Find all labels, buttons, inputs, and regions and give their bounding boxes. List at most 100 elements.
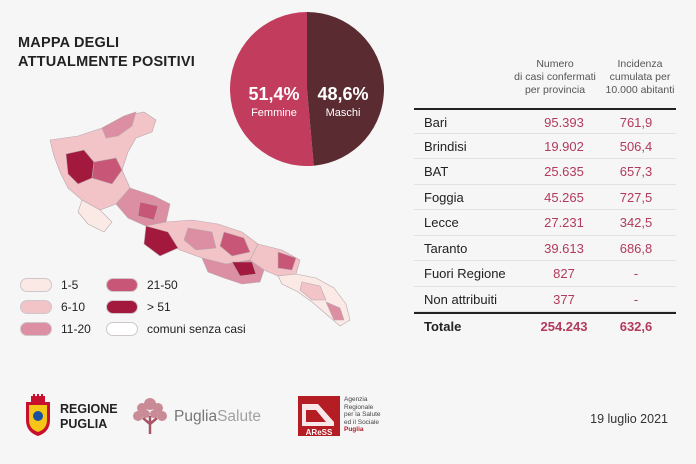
map-area-foggia-south <box>77 199 113 233</box>
total-label: Totale <box>424 319 462 334</box>
legend-item: 1-5 <box>20 278 78 292</box>
header-cases-line: Numero <box>536 58 574 70</box>
aress-desc-accent: Puglia <box>344 426 364 433</box>
legend-item: comuni senza casi <box>106 322 246 336</box>
legend-swatch <box>20 300 52 314</box>
gender-pie-chart <box>230 12 384 166</box>
map-area-gargano <box>101 111 137 139</box>
male-pct: 48,6% <box>317 84 369 104</box>
table-row: Lecce 27.231 342,5 <box>414 210 676 236</box>
legend-label: > 51 <box>147 300 171 314</box>
header-incidence-line: Incidenza <box>617 58 663 70</box>
province-incidence: - <box>633 291 639 307</box>
aress-description: Agenzia Regionale per la Salute ed il So… <box>344 396 404 434</box>
province-incidence: 657,3 <box>619 164 653 179</box>
legend-label: 21-50 <box>147 278 178 292</box>
header-incidence-line: 10.000 abitanti <box>605 84 675 96</box>
puglia-line: PUGLIA <box>60 417 108 431</box>
pie-slice-male <box>307 12 384 166</box>
legend-swatch <box>20 322 52 336</box>
map-area-bat-dark <box>137 201 159 221</box>
puglia-salute-tree-icon <box>133 398 167 434</box>
regione-line: REGIONE <box>60 402 118 416</box>
female-pct: 51,4% <box>248 84 300 104</box>
province-table: Bari 95.393 761,9 Brindisi 19.902 506,4 … <box>414 108 676 338</box>
aress-desc-line: Agenzia <box>344 396 368 403</box>
female-text: Femmine <box>251 107 297 119</box>
legend-item: 11-20 <box>20 322 91 336</box>
aress-desc-line: ed il Sociale <box>344 418 380 426</box>
province-cases: 45.265 <box>544 189 584 205</box>
legend-swatch <box>20 278 52 292</box>
map-area-bari-east <box>219 231 251 257</box>
province-cases: 827 <box>553 266 575 281</box>
title-line-2: ATTUALMENTE POSITIVI <box>18 54 195 70</box>
province-cases: 39.613 <box>544 240 584 256</box>
map-legend: 1-5 6-10 11-20 21-50 > 51 comuni senza c… <box>20 276 280 340</box>
legend-label: comuni senza casi <box>147 322 246 336</box>
map-area-bari-west <box>143 225 179 257</box>
map-area-lecce-mid <box>299 281 327 301</box>
header-cases: Numero di casi confermati per provincia <box>500 58 610 97</box>
header-incidence-line: cumulata per <box>609 71 671 83</box>
legend-label: 11-20 <box>61 322 91 336</box>
header-cases-line: per provincia <box>524 84 586 96</box>
table-total-row: Totale 254.243 632,6 <box>414 312 676 338</box>
province-incidence: 342,5 <box>619 215 653 230</box>
map-area-lecce-south <box>325 301 345 321</box>
title-line-1: MAPPA DEGLI <box>18 35 120 51</box>
report-date: 19 luglio 2021 <box>590 412 668 426</box>
legend-item: 21-50 <box>106 278 178 292</box>
aress-logo-icon <box>298 396 340 436</box>
aress-name: AReSS <box>305 428 333 437</box>
province-cases: 25.635 <box>544 164 584 179</box>
table-row: Fuori Regione 827 - <box>414 261 676 287</box>
female-label: 51,4% Femmine <box>236 84 312 119</box>
legend-swatch <box>106 322 138 336</box>
regione-puglia-name: REGIONE PUGLIA <box>60 402 118 432</box>
legend-item: 6-10 <box>20 300 85 314</box>
province-cases: 377 <box>553 291 575 307</box>
table-row: Non attribuiti 377 - <box>414 287 676 312</box>
province-name: Bari <box>424 115 448 130</box>
map-area-brindisi-dark <box>277 251 297 271</box>
map-area-foggia-mid <box>91 157 123 185</box>
province-incidence: 727,5 <box>619 189 653 205</box>
map-area-taranto-dark <box>231 261 257 277</box>
table-row: Taranto 39.613 686,8 <box>414 236 676 261</box>
province-incidence: 761,9 <box>619 115 653 130</box>
legend-item: > 51 <box>106 300 171 314</box>
map-area-bari-center <box>183 227 217 251</box>
province-incidence: - <box>633 266 639 281</box>
table-row: Foggia 45.265 727,5 <box>414 185 676 210</box>
puglia-salute-logo-text: PugliaSalute <box>174 408 261 426</box>
province-name: Fuori Regione <box>424 266 506 281</box>
province-name: Foggia <box>424 189 464 205</box>
province-name: BAT <box>424 164 449 179</box>
total-incidence: 632,6 <box>619 319 653 334</box>
male-label: 48,6% Maschi <box>306 84 380 119</box>
page-title: MAPPA DEGLI ATTUALMENTE POSITIVI <box>18 34 238 72</box>
province-name: Taranto <box>424 240 468 256</box>
header-cases-line: di casi confermati <box>514 71 596 83</box>
legend-label: 6-10 <box>61 300 86 314</box>
table-row: BAT 25.635 657,3 <box>414 159 676 185</box>
province-cases: 19.902 <box>544 138 584 154</box>
male-text: Maschi <box>325 107 361 119</box>
total-cases: 254.243 <box>540 319 588 334</box>
legend-label: 1-5 <box>61 278 79 292</box>
legend-swatch <box>106 278 138 292</box>
legend-swatch <box>106 300 138 314</box>
province-incidence: 506,4 <box>619 138 653 154</box>
province-cases: 95.393 <box>544 115 584 130</box>
header-incidence: Incidenza cumulata per 10.000 abitanti <box>594 58 686 97</box>
puglia-salute-word-1: Puglia <box>174 408 218 425</box>
pie-slice-female <box>230 12 314 166</box>
regione-puglia-crest-icon <box>26 394 50 436</box>
table-row: Brindisi 19.902 506,4 <box>414 134 676 159</box>
province-cases: 27.231 <box>544 215 584 230</box>
aress-desc-line: per la Salute <box>344 411 381 418</box>
puglia-map <box>49 111 351 327</box>
puglia-salute-word-2: Salute <box>217 408 262 425</box>
aress-desc-line: Regionale <box>344 403 374 411</box>
